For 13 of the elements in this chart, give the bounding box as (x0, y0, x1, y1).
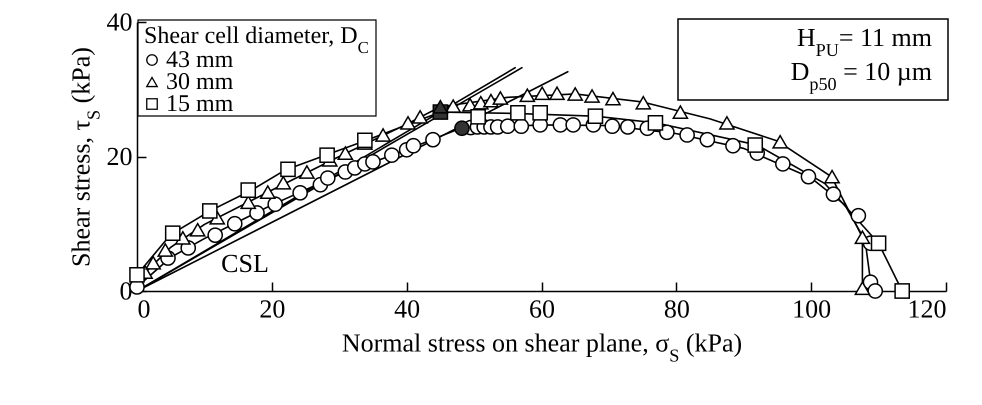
x-tick-label: 60 (529, 294, 555, 324)
x-tick-label: 80 (664, 294, 690, 324)
y-tick-label: 20 (106, 142, 132, 171)
x-tick-label: 20 (259, 294, 286, 324)
x-tick-label: 120 (908, 294, 946, 324)
x-tick-label: 40 (394, 294, 420, 324)
y-tick-label: 40 (106, 8, 132, 36)
x-tick-label: 0 (138, 294, 150, 324)
x-axis-title: Normal stress on shear plane, σ$_{S}$ (kPa) (342, 328, 742, 366)
annotation: H$_{PU}$= 11 mm (796, 23, 932, 60)
x-tick-label: 100 (792, 294, 832, 324)
annotation: D$_{p50}$ = 10 µm (790, 57, 932, 94)
annotation: CSL (221, 248, 269, 278)
